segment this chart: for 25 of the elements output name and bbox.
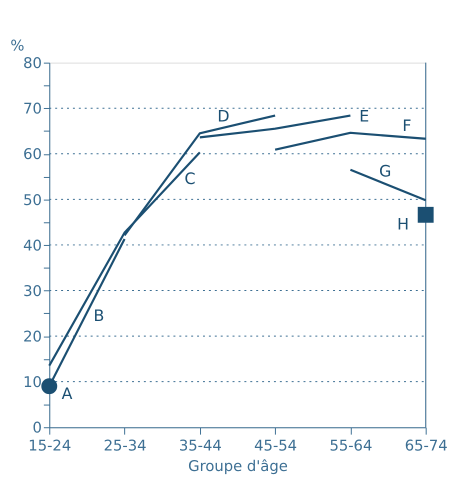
series-label: B xyxy=(94,306,104,325)
x-tick-label: 55-64 xyxy=(329,437,372,454)
series-label: H xyxy=(397,214,409,234)
x-tick-label: 65-74 xyxy=(404,437,448,454)
y-tick-label: 80 xyxy=(23,55,42,72)
y-tick-label: 40 xyxy=(23,237,42,254)
series-label: C xyxy=(184,168,196,188)
y-tick-label: 60 xyxy=(23,146,42,164)
x-tick-label: 45-54 xyxy=(254,437,298,454)
series-label: A xyxy=(62,384,73,404)
y-tick-label: 50 xyxy=(23,192,42,209)
y-tick-label: 70 xyxy=(23,100,42,118)
y-tick-label: 30 xyxy=(23,282,42,300)
x-axis-title: Groupe d'âge xyxy=(188,458,288,476)
series-label: F xyxy=(402,116,412,135)
y-axis-title: % xyxy=(10,37,24,54)
series-label: E xyxy=(359,106,370,126)
y-tick-label: 10 xyxy=(23,374,42,392)
y-tick-label: 0 xyxy=(32,420,42,437)
series-label: G xyxy=(379,162,392,181)
y-tick-label: 20 xyxy=(23,328,42,346)
x-tick-label: 25-34 xyxy=(104,437,146,454)
x-tick-label: 35-44 xyxy=(178,437,222,454)
x-tick-label: 15-24 xyxy=(28,437,72,454)
series-label: D xyxy=(217,106,230,126)
